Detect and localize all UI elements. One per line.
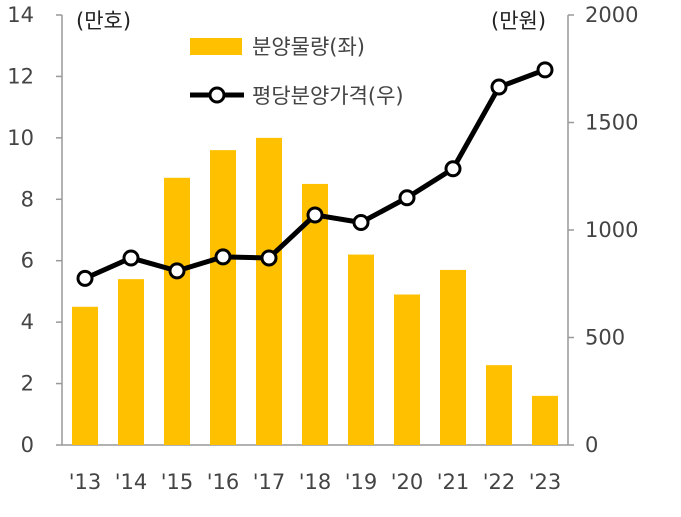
bar [256, 137, 282, 445]
line-point [444, 160, 462, 178]
legend-swatch-marker [208, 86, 226, 104]
x-axis-tick-label: '14 [115, 470, 148, 494]
x-axis-tick-label: '18 [299, 470, 332, 494]
line-point [398, 189, 416, 207]
y-axis-right-tick-label: 1500 [585, 111, 638, 135]
bar-series [72, 137, 558, 446]
bar [210, 150, 236, 445]
x-axis-tick-label: '20 [391, 470, 424, 494]
x-axis-tick-label: '23 [529, 470, 562, 494]
line-point [122, 249, 140, 267]
x-axis-tick-label: '16 [207, 470, 240, 494]
y-axis-right-tick-label: 500 [585, 326, 625, 350]
y-axis-right: 0 500 1000 1500 2000 [567, 3, 638, 457]
bar [532, 395, 558, 445]
line-point [214, 248, 232, 266]
x-axis-tick-label: '19 [345, 470, 378, 494]
y-axis-right-unit: (만원) [491, 9, 546, 33]
y-axis-left-tick-label: 6 [21, 249, 34, 273]
x-axis-tick-label: '15 [161, 470, 194, 494]
bar [394, 294, 420, 445]
bar [348, 254, 374, 445]
y-axis-left-tick-label: 10 [7, 126, 34, 150]
y-axis-right-tick-label: 1000 [585, 218, 638, 242]
x-axis: '13 '14 '15 '16 '17 '18 '19 '20 '21 '22 '23 [62, 444, 568, 494]
line-point [260, 249, 278, 267]
bar [486, 365, 512, 445]
bar [72, 306, 98, 445]
y-axis-right-tick-label: 2000 [585, 3, 638, 27]
y-axis-left: 0 2 4 6 8 10 12 14 [7, 3, 63, 457]
y-axis-left-tick-label: 8 [21, 187, 34, 211]
bar [302, 183, 328, 445]
line-point [352, 213, 370, 231]
y-axis-left-tick-label: 0 [21, 433, 34, 457]
line-point [490, 78, 508, 96]
y-axis-left-tick-label: 12 [7, 64, 34, 88]
line-point [536, 61, 554, 79]
bar [164, 177, 190, 446]
legend-label-line: 평당분양가격(우) [252, 84, 404, 108]
y-axis-left-tick-label: 14 [7, 3, 34, 27]
y-axis-right-tick-label: 0 [585, 433, 598, 457]
bar [440, 269, 466, 445]
x-axis-tick-label: '22 [483, 470, 516, 494]
line-point [168, 262, 186, 280]
line-point [306, 206, 324, 224]
line-point [76, 269, 94, 287]
legend: 분양물량(좌) 평당분양가격(우) [190, 35, 404, 108]
legend-swatch-bar [190, 38, 242, 55]
y-axis-left-unit: (만호) [76, 9, 131, 33]
y-axis-left-tick-label: 2 [21, 372, 34, 396]
bar [118, 279, 144, 445]
y-axis-left-tick-label: 4 [21, 310, 34, 334]
x-axis-tick-label: '21 [437, 470, 470, 494]
x-axis-tick-label: '13 [69, 470, 102, 494]
line-series [76, 61, 554, 287]
x-axis-tick-label: '17 [253, 470, 286, 494]
legend-label-bar: 분양물량(좌) [252, 35, 365, 59]
